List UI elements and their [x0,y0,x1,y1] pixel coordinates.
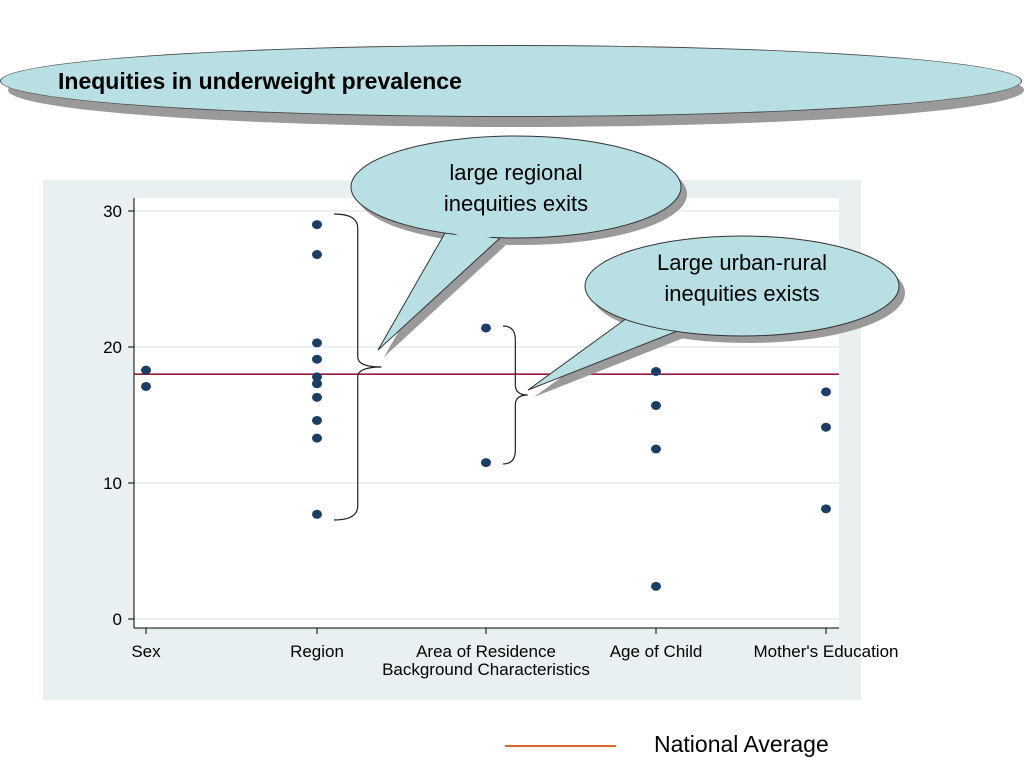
x-axis-label: Background Characteristics [382,660,590,679]
callout-urban-rural: Large urban-rural inequities exists [527,235,905,397]
point-sex-1 [141,381,151,391]
point-region-4 [312,372,322,382]
callouts: large regional inequities exits Large urba… [350,135,905,397]
title-banner [0,45,1022,117]
y-tick-label-30: 30 [103,202,122,221]
point-mother-s-education-2 [821,504,831,514]
callout-urban-rural-text-line-1: Large urban-rural [657,250,827,275]
point-region-7 [312,415,322,425]
legend-label: National Average [654,731,829,757]
point-mother-s-education-1 [821,422,831,432]
axes: 0 10 20 30 Sex Region Area of Residence Age of … [103,198,899,661]
callout-urban-rural-seam [627,315,680,327]
point-age-of-child-0 [651,366,661,376]
x-tick-label-area-of-residence: Area of Residence [416,642,556,661]
callout-regional-tail-shadow [384,240,506,357]
data-points [141,220,831,591]
point-mother-s-education-0 [821,387,831,397]
point-region-2 [312,338,322,348]
y-tick-label-10: 10 [103,474,122,493]
point-age-of-child-1 [651,400,661,410]
point-sex-0 [141,365,151,375]
x-tick-label-mother-s-education: Mother's Education [754,642,899,661]
point-region-5 [312,379,322,389]
callout-regional-text-line-2: inequities exits [444,191,588,216]
point-region-1 [312,250,322,260]
callout-regional-bubble [350,135,682,239]
point-area-of-residence-0 [481,323,491,333]
point-region-8 [312,433,322,443]
legend-line-swatch [505,745,616,747]
callout-regional-seam [445,230,500,241]
point-age-of-child-2 [651,444,661,454]
point-region-9 [312,509,322,519]
braces [333,213,528,521]
callout-urban-rural-bubble [584,235,900,337]
point-area-of-residence-1 [481,458,491,468]
region-brace [333,213,382,521]
y-tick-label-0: 0 [113,610,122,629]
callout-regional-text-line-1: large regional [449,160,582,185]
x-tick-label-region: Region [290,642,344,661]
slide-title: Inequities in underweight prevalence [58,68,462,94]
point-region-0 [312,220,322,230]
point-region-3 [312,354,322,364]
callout-regional: large regional inequities exits [350,135,687,357]
y-tick-label-20: 20 [103,338,122,357]
residence-brace [502,325,528,465]
x-tick-label-sex: Sex [131,642,161,661]
point-region-6 [312,392,322,402]
callout-urban-rural-text-line-2: inequities exists [664,281,819,306]
point-age-of-child-3 [651,581,661,591]
x-tick-label-age-of-child: Age of Child [610,642,703,661]
